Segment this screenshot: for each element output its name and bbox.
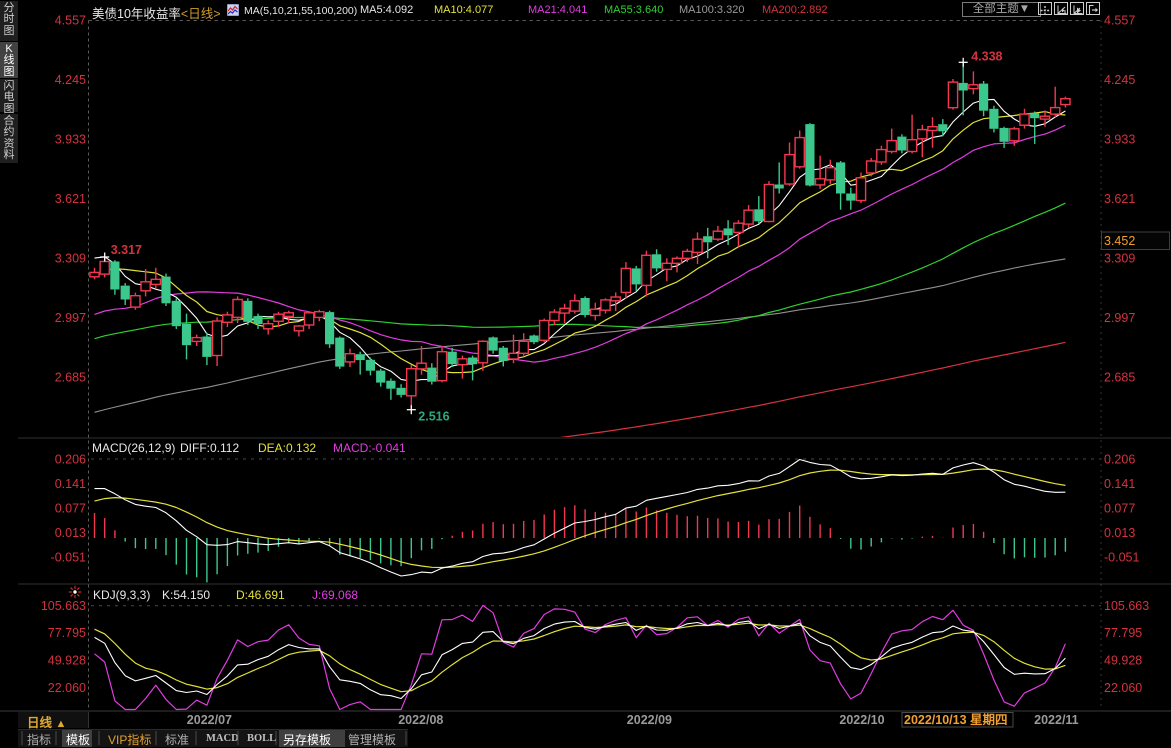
svg-text:77.795: 77.795 — [48, 626, 86, 640]
svg-text:49.928: 49.928 — [1104, 654, 1142, 668]
svg-text:0.206: 0.206 — [55, 453, 86, 467]
svg-text:2022/08: 2022/08 — [398, 713, 443, 727]
svg-text:0.141: 0.141 — [55, 477, 86, 491]
svg-text:-0.051: -0.051 — [51, 550, 86, 564]
svg-text:2022/11: 2022/11 — [1034, 713, 1079, 727]
svg-text:2.997: 2.997 — [1104, 311, 1135, 325]
svg-text:3.309: 3.309 — [55, 252, 86, 266]
svg-text:2022/10/13 星期四: 2022/10/13 星期四 — [904, 712, 1008, 727]
svg-text:3.452: 3.452 — [1104, 234, 1135, 248]
svg-text:3.621: 3.621 — [1104, 192, 1135, 206]
svg-text:DIFF:0.112: DIFF:0.112 — [180, 441, 239, 455]
svg-text:3.309: 3.309 — [1104, 252, 1135, 266]
svg-text:2.997: 2.997 — [55, 311, 86, 325]
svg-text:77.795: 77.795 — [1104, 626, 1142, 640]
svg-text:2.685: 2.685 — [1104, 371, 1135, 385]
svg-text:0.013: 0.013 — [1104, 526, 1135, 540]
svg-text:DEA:0.132: DEA:0.132 — [258, 441, 316, 455]
svg-text:2022/07: 2022/07 — [187, 713, 232, 727]
svg-text:4.245: 4.245 — [55, 73, 86, 87]
svg-text:105.663: 105.663 — [1104, 599, 1149, 613]
svg-text:3.933: 3.933 — [55, 133, 86, 147]
svg-text:D:46.691: D:46.691 — [236, 588, 285, 602]
svg-text:MACD(26,12,9): MACD(26,12,9) — [92, 441, 175, 455]
svg-text:22.060: 22.060 — [1104, 681, 1142, 695]
svg-text:3.621: 3.621 — [55, 192, 86, 206]
svg-text:2.685: 2.685 — [55, 371, 86, 385]
svg-text:105.663: 105.663 — [41, 599, 86, 613]
svg-text:4.557: 4.557 — [1104, 14, 1135, 28]
svg-text:49.928: 49.928 — [48, 654, 86, 668]
svg-text:KDJ(9,3,3): KDJ(9,3,3) — [93, 588, 150, 602]
svg-text:22.060: 22.060 — [48, 681, 86, 695]
svg-text:2.516: 2.516 — [418, 410, 449, 424]
svg-text:K:54.150: K:54.150 — [162, 588, 210, 602]
svg-text:0.013: 0.013 — [55, 526, 86, 540]
svg-text:0.141: 0.141 — [1104, 477, 1135, 491]
svg-text:3.317: 3.317 — [111, 243, 142, 257]
svg-text:4.338: 4.338 — [971, 49, 1002, 63]
svg-text:0.077: 0.077 — [1104, 502, 1135, 516]
svg-text:4.245: 4.245 — [1104, 73, 1135, 87]
svg-text:-0.051: -0.051 — [1104, 550, 1139, 564]
svg-text:2022/09: 2022/09 — [627, 713, 672, 727]
svg-text:4.557: 4.557 — [55, 14, 86, 28]
svg-text:MACD:-0.041: MACD:-0.041 — [333, 441, 406, 455]
svg-text:3.933: 3.933 — [1104, 133, 1135, 147]
svg-text:0.077: 0.077 — [55, 502, 86, 516]
svg-text:J:69.068: J:69.068 — [312, 588, 358, 602]
svg-text:2022/10: 2022/10 — [839, 713, 884, 727]
svg-text:0.206: 0.206 — [1104, 453, 1135, 467]
